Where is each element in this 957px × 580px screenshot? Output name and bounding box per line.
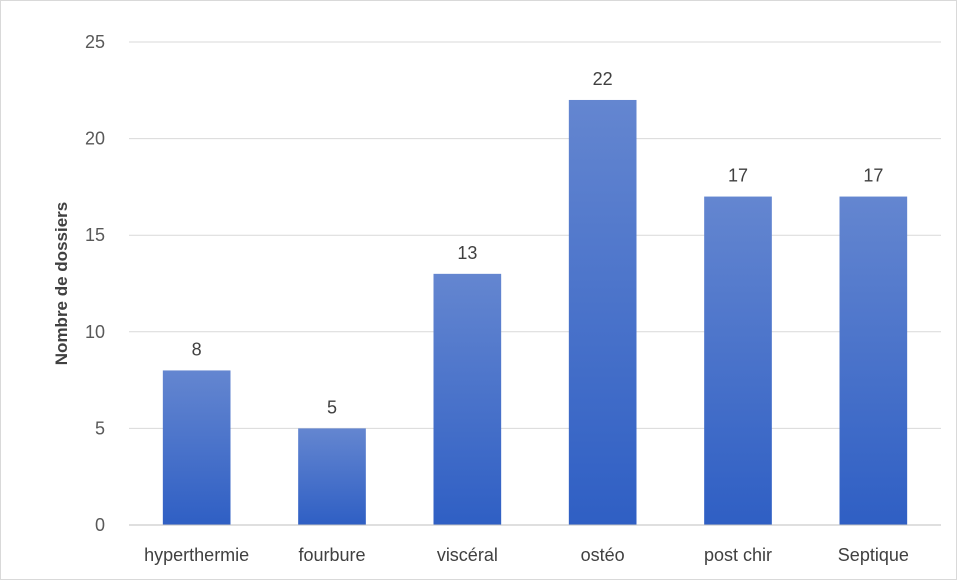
y-axis-title: Nombre de dossiers [52, 202, 71, 365]
x-axis-categories: hyperthermie fourbure viscéral ostéo post ch… [144, 545, 909, 565]
bar-fourbure [298, 428, 366, 525]
data-label: 22 [593, 69, 613, 89]
y-tick-label: 25 [85, 32, 105, 52]
data-label: 8 [192, 339, 202, 359]
bar-septique [839, 196, 908, 525]
x-category-label: hyperthermie [144, 545, 249, 565]
x-category-label: Septique [838, 545, 909, 565]
bar-hyperthermie [162, 370, 231, 525]
y-tick-label: 10 [85, 322, 105, 342]
bars [162, 99, 908, 526]
bar-post-chir [704, 196, 772, 525]
gridlines [129, 41, 941, 429]
x-category-label: ostéo [581, 545, 625, 565]
data-label: 17 [728, 166, 748, 186]
bar-viscéral [433, 273, 502, 525]
y-tick-label: 20 [85, 129, 105, 149]
y-tick-label: 0 [95, 515, 105, 535]
data-label: 5 [327, 397, 337, 417]
y-tick-label: 5 [95, 418, 105, 438]
y-tick-label: 15 [85, 225, 105, 245]
x-category-label: post chir [704, 545, 772, 565]
bar-ostéo [568, 99, 637, 526]
x-category-label: fourbure [298, 545, 365, 565]
data-labels: 8 5 13 22 17 17 [192, 69, 884, 417]
data-label: 17 [863, 166, 883, 186]
y-axis-ticks: 0 5 10 15 20 25 [85, 32, 105, 535]
data-label: 13 [457, 243, 477, 263]
x-category-label: viscéral [437, 545, 498, 565]
